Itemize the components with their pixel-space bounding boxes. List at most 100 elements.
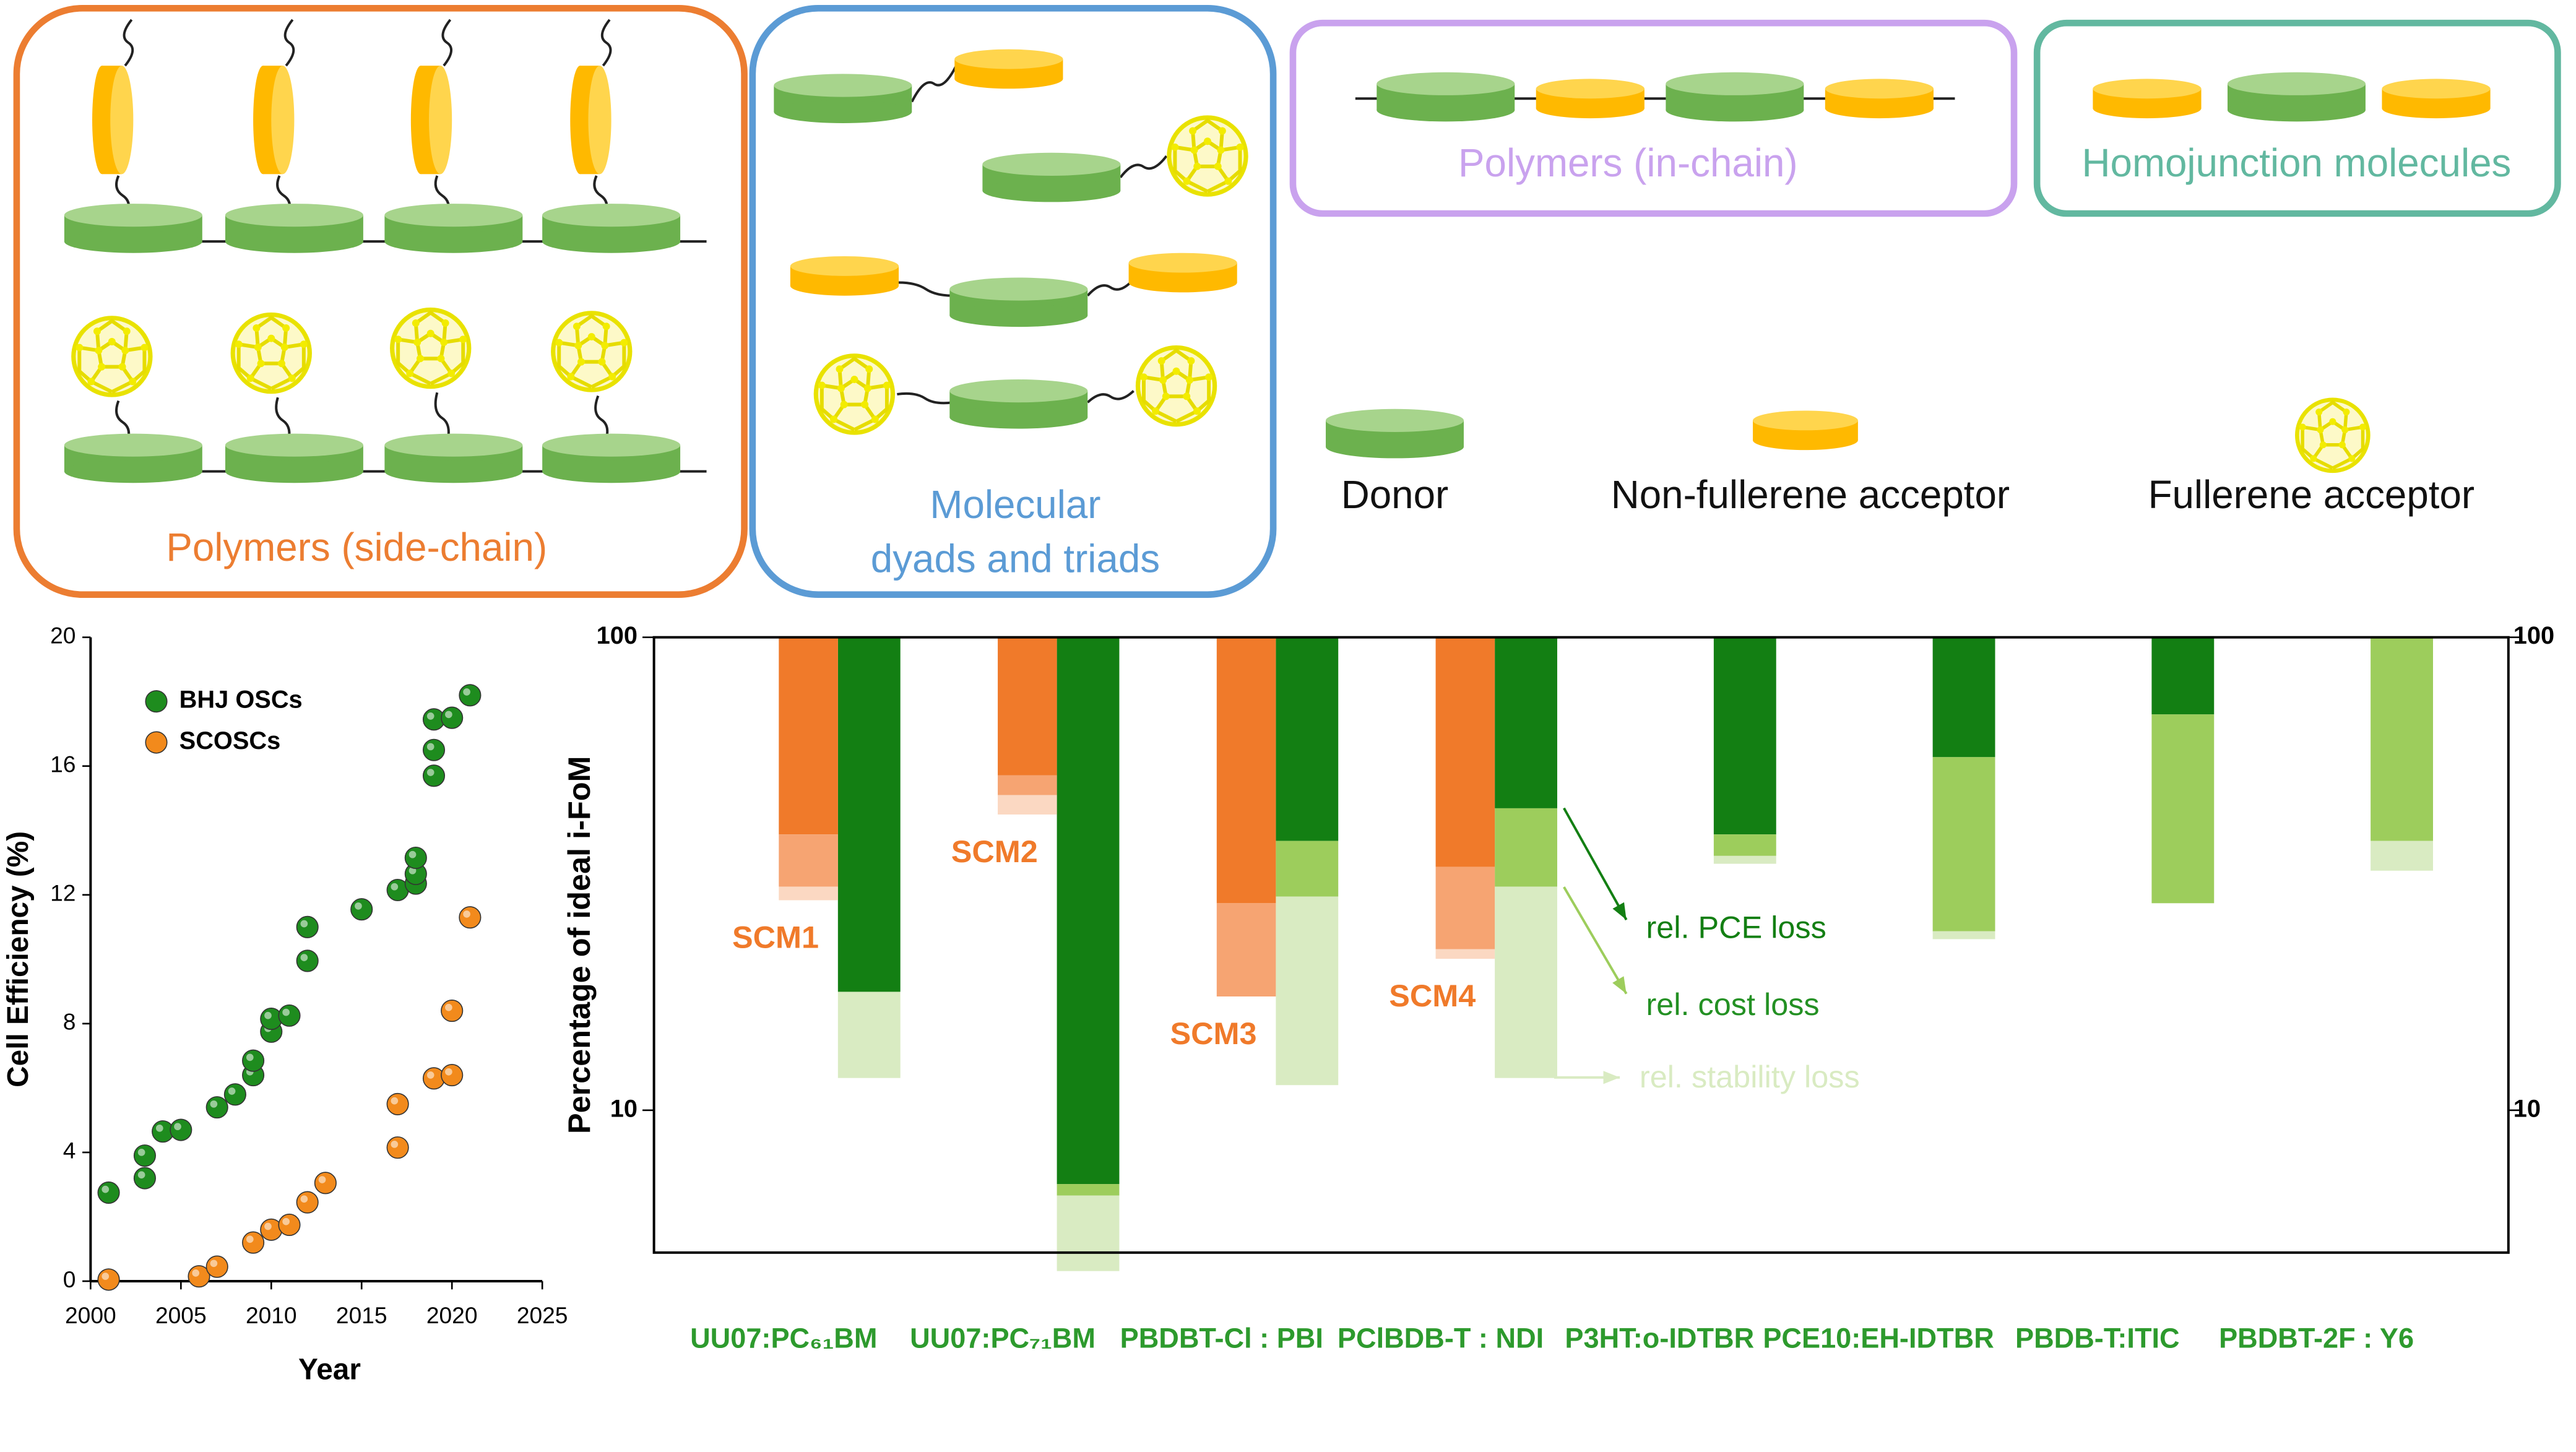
point-highlight [426, 769, 434, 776]
group-label: Homojunction molecules [2082, 141, 2512, 185]
point-highlight [391, 883, 399, 891]
point-highlight [300, 920, 308, 928]
point-highlight [137, 1148, 145, 1156]
data-point [386, 1092, 409, 1115]
linker [123, 19, 134, 67]
point-highlight [210, 1100, 218, 1108]
data-point [97, 1268, 120, 1291]
donor-disk-top [542, 433, 681, 457]
donor-disk-top [1666, 72, 1804, 95]
data-point [441, 1000, 464, 1022]
point-highlight [282, 1008, 290, 1016]
acceptor-disk-top [2093, 79, 2202, 99]
bar-label: SCM3 [1170, 1016, 1256, 1051]
acceptor-disk-bottom [2382, 98, 2491, 119]
data-point [223, 1083, 246, 1106]
point-highlight [102, 1273, 110, 1280]
acceptor-disk-side [570, 66, 590, 175]
legend-arrow [1563, 807, 1628, 921]
point-highlight [137, 1171, 145, 1179]
group-box [13, 4, 748, 598]
data-point [404, 846, 427, 870]
x-tick-label: PBDB-T:ITIC [2015, 1322, 2180, 1354]
donor-disk-bottom [1326, 435, 1464, 459]
point-highlight [391, 1097, 399, 1105]
point-highlight [391, 1140, 399, 1148]
bar-label: SCM4 [1389, 978, 1476, 1013]
acceptor-disk-top [1825, 79, 1934, 99]
bar-segment [998, 637, 1057, 776]
data-point [133, 1167, 156, 1190]
donor-disk-top [949, 379, 1088, 403]
donor-disk-bottom [384, 460, 523, 483]
group-label: Polymers (side-chain) [166, 525, 547, 569]
donor-disk-top [225, 433, 363, 457]
point-highlight [445, 1068, 452, 1076]
acceptor-disk-bottom [1753, 430, 1858, 451]
linker [1119, 155, 1168, 178]
point-highlight [426, 743, 434, 751]
x-tick-label: 2000 [65, 1302, 116, 1328]
data-point [296, 915, 319, 938]
plot-frame [652, 636, 2510, 1254]
legend-label: rel. stability loss [1640, 1059, 1860, 1094]
point-highlight [426, 712, 434, 720]
bar-segment [1276, 841, 1339, 897]
data-point [314, 1172, 337, 1195]
acceptor-disk-top [954, 49, 1063, 69]
data-point [97, 1181, 120, 1204]
fullerene [816, 356, 893, 433]
donor-disk-top [1377, 72, 1515, 95]
donor-disk-bottom [774, 100, 912, 124]
bar-segment [2371, 841, 2433, 871]
data-point [422, 764, 446, 787]
acceptor-disk-bottom [1536, 98, 1645, 119]
bar-segment [1495, 886, 1557, 1078]
donor-disk-bottom [225, 460, 363, 483]
data-point [441, 706, 464, 729]
donor-disk-bottom [982, 179, 1121, 202]
point-highlight [228, 1087, 236, 1095]
bar-segment [1495, 808, 1557, 887]
acceptor-disk-side [410, 66, 431, 175]
donor-disk-bottom [949, 303, 1088, 327]
linker [899, 281, 953, 297]
point-highlight [445, 711, 452, 719]
y-tick-label: 10 [610, 1095, 638, 1122]
acceptor-disk-top [1753, 410, 1858, 431]
fullerene [74, 318, 150, 395]
bar-segment [1713, 834, 1776, 856]
point-highlight [210, 1260, 218, 1268]
point-highlight [426, 1071, 434, 1079]
linker [434, 392, 450, 444]
legend-arrowhead [1612, 902, 1627, 920]
fullerene [2297, 400, 2368, 471]
donor-disk-top [2228, 72, 2366, 95]
bar-segment [1713, 855, 1776, 864]
bar-segment [1216, 903, 1276, 996]
y2-tick-label: 10 [2513, 1095, 2541, 1122]
y2-tick-label: 100 [2513, 622, 2554, 649]
linker [1086, 390, 1135, 404]
donor-disk-top [1326, 408, 1464, 432]
point-highlight [300, 1195, 308, 1203]
donor-disk-bottom [1377, 98, 1515, 122]
x-tick-label: P3HT:o-IDTBR [1565, 1322, 1754, 1354]
donor-disk-top [225, 204, 363, 227]
x-tick-label: 2015 [336, 1302, 387, 1328]
acceptor-disk-side [253, 66, 273, 175]
point-highlight [246, 1053, 254, 1061]
data-point [278, 1213, 301, 1237]
donor-disk-bottom [542, 460, 681, 483]
data-point [242, 1231, 265, 1254]
donor-disk-bottom [542, 230, 681, 253]
data-point [441, 1064, 464, 1087]
donor-disk-top [774, 74, 912, 97]
data-point [278, 1004, 301, 1027]
bar-segment [1713, 637, 1776, 835]
group-box [2033, 19, 2561, 217]
acceptor-disk-top [790, 256, 899, 276]
bar-segment [779, 834, 838, 887]
data-point [386, 1136, 409, 1159]
point-highlight [300, 954, 308, 961]
